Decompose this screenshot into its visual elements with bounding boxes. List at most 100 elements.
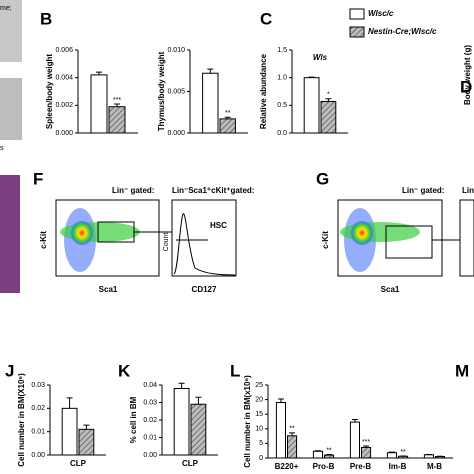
y-tick-label: 0.02 [31, 405, 45, 412]
flow-plot [459, 199, 474, 277]
legend-swatch [349, 26, 365, 38]
y-tick-label: 0.005 [167, 88, 185, 95]
y-tick-label: 0.5 [277, 102, 287, 109]
error-bar [325, 98, 332, 102]
x-tick-label: Pro-B [313, 462, 335, 471]
bar [202, 72, 219, 134]
y-tick-label: 0.006 [55, 47, 73, 54]
gate-label: Lin⁻ gated: [402, 186, 444, 195]
panel-label: G [316, 169, 329, 188]
y-tick-label: 0.00 [143, 452, 157, 459]
y-tick-label: 0.01 [31, 429, 45, 436]
panel-label: B [40, 9, 52, 28]
panel-label: C [260, 9, 272, 28]
bar [361, 446, 372, 459]
bar [324, 454, 335, 459]
y-tick-label: 0.004 [55, 75, 73, 82]
y-tick-label: 0.00 [31, 452, 45, 459]
y-tick-label: 0 [259, 455, 263, 462]
bar [287, 435, 298, 459]
bar [190, 403, 207, 456]
error-bar [351, 418, 358, 423]
error-bar [114, 103, 120, 107]
axis-label: c-Kit [39, 231, 48, 249]
significance: *** [362, 439, 370, 446]
legend-label: Nestin-Cre;Wlsc/c [368, 27, 437, 36]
axis-label: Sca1 [381, 285, 400, 294]
bar [219, 118, 236, 134]
bar [349, 421, 360, 459]
error-bar [66, 397, 73, 409]
bar [320, 100, 337, 134]
significance: ** [326, 447, 332, 454]
y-tick-label: 0.000 [55, 130, 73, 137]
significance: ** [289, 426, 295, 433]
y-tick-label: 20 [255, 396, 263, 403]
x-tick-label: B220+ [275, 462, 299, 471]
text-fragment: s [0, 145, 4, 152]
panel-label: M [455, 361, 469, 380]
error-bar [207, 68, 214, 74]
significance: *** [113, 97, 121, 104]
y-tick-label: 0.0 [277, 130, 287, 137]
error-bar [96, 71, 102, 75]
y-tick-label: 0.010 [167, 47, 185, 54]
legend-swatch [349, 8, 365, 20]
bar [275, 402, 286, 459]
image-fragment [0, 78, 22, 140]
x-tick-label: Pre-B [350, 462, 372, 471]
y-tick-label: 0.03 [143, 399, 157, 406]
y-tick-label: 0.000 [167, 130, 185, 137]
y-tick-label: 0.04 [143, 382, 157, 389]
error-bar [83, 424, 90, 430]
panel-label: D [460, 77, 472, 96]
error-bar [224, 116, 231, 119]
flow-cloud [351, 221, 373, 245]
population-label: HSC [210, 221, 227, 230]
error-bar [314, 450, 321, 452]
y-tick-label: 1.0 [277, 75, 287, 82]
panel-label: L [230, 361, 240, 380]
bar [78, 428, 95, 456]
panel-label: K [118, 361, 131, 380]
histogram-curve [173, 213, 236, 276]
y-tick-label: 1.5 [277, 47, 287, 54]
bar [90, 74, 108, 134]
gate [385, 225, 433, 259]
bar [312, 450, 323, 459]
gate-label: Lin⁻Sca1⁺cKit⁺gated: [172, 186, 254, 195]
chart-title: Wls [313, 53, 328, 62]
text-fragment: me; [0, 5, 12, 12]
gate-label: Lin [462, 186, 474, 195]
y-tick-label: 15 [255, 411, 263, 418]
axis-label: Thymus/body weight [157, 51, 166, 131]
x-tick-label: CLP [182, 459, 199, 468]
axis-label: Relative abundance [259, 53, 268, 129]
axis-label: Cell number in BM(X10⁶) [17, 373, 26, 467]
error-bar [388, 451, 395, 453]
panel-label: F [33, 169, 43, 188]
error-bar [277, 398, 284, 403]
axis-label: % cell in BM [129, 396, 138, 443]
y-tick-label: 0.002 [55, 102, 73, 109]
error-bar [289, 432, 296, 436]
y-tick-label: 5 [259, 440, 263, 447]
y-tick-label: 25 [255, 382, 263, 389]
legend-label: Wlsc/c [368, 9, 394, 18]
significance: * [327, 92, 330, 99]
bar [435, 456, 446, 459]
y-tick-label: 0.01 [143, 434, 157, 441]
bar [398, 455, 409, 459]
error-bar [308, 76, 315, 78]
x-tick-label: Im-B [389, 462, 407, 471]
y-tick-label: 10 [255, 426, 263, 433]
axis-label: Sca1 [99, 285, 118, 294]
bar [423, 454, 434, 459]
axis-label: Body weight (g) [463, 45, 472, 105]
gate-label: Lin⁻ gated: [112, 186, 154, 195]
error-bar [195, 396, 202, 405]
error-bar [326, 453, 333, 456]
error-bar [178, 382, 185, 389]
panel-label: J [5, 361, 14, 380]
